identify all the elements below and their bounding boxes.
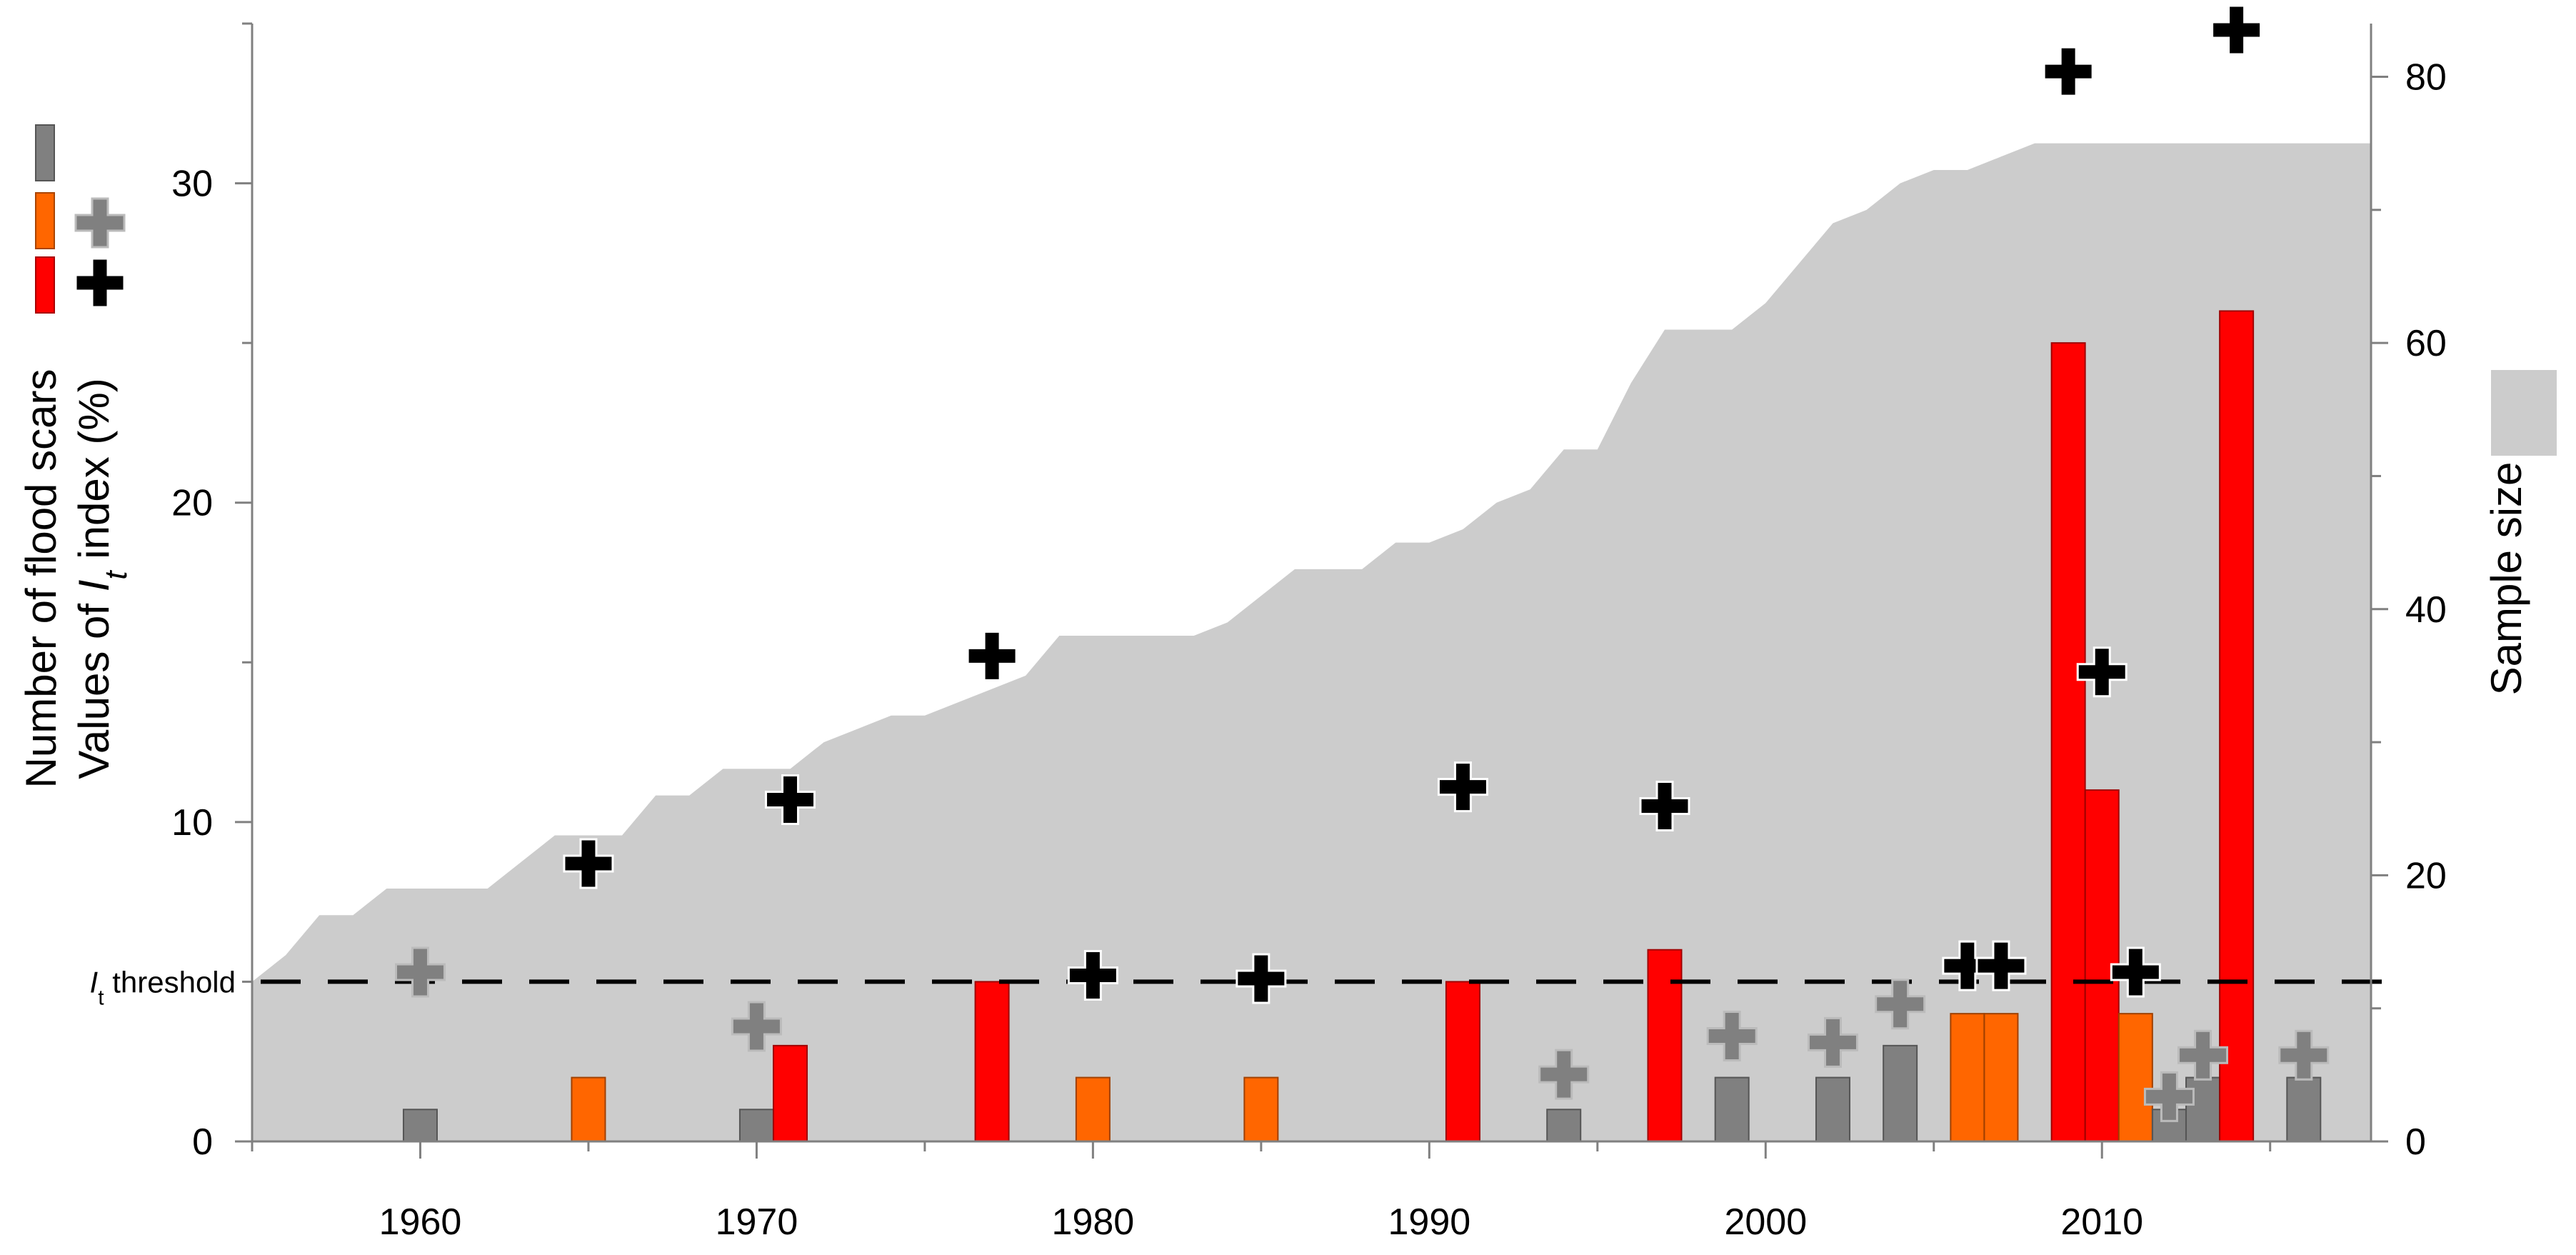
right-tick-label: 80 xyxy=(2405,57,2447,99)
index-plus-2016-gray xyxy=(2278,1029,2330,1081)
sample-size-legend-swatch xyxy=(2491,370,2557,456)
left-tick-label: 20 xyxy=(171,483,213,524)
index-plus-2004-gray xyxy=(1875,979,1926,1030)
index-plus-2010-black xyxy=(2076,646,2128,698)
bar-1977-red xyxy=(974,981,1010,1143)
left-tick-label: 30 xyxy=(171,164,213,205)
bar-1970-gray xyxy=(738,1109,774,1143)
index-plus-2011-black xyxy=(2110,946,2161,998)
y-axis-title-italic: I xyxy=(70,580,118,592)
y-axis-title-line2: Values of It index (%) xyxy=(70,378,134,779)
x-tick-label: 2000 xyxy=(1724,1201,1807,1243)
threshold-label-suffix: threshold xyxy=(104,965,236,999)
index-plus-1985-black xyxy=(1236,953,1287,1004)
legend-gray-plus-icon xyxy=(74,197,126,249)
bar-1971-red xyxy=(773,1044,808,1143)
index-plus-1970-gray xyxy=(731,1001,782,1052)
threshold-label-sub: t xyxy=(98,986,104,1009)
bar-1960-gray xyxy=(402,1109,438,1143)
x-tick-label: 1990 xyxy=(1388,1201,1470,1243)
bar-1997-red xyxy=(1647,949,1683,1142)
index-plus-1960-gray xyxy=(394,946,446,998)
bar-1980-orange xyxy=(1075,1076,1111,1142)
index-plus-1991-black xyxy=(1437,761,1488,813)
index-plus-2002-gray xyxy=(1807,1016,1858,1068)
bar-2007-orange xyxy=(1983,1013,2019,1142)
right-tick-label: 0 xyxy=(2405,1121,2426,1163)
axis-ticks: 0 10 20 30 0 20 40 60 80 1960 1970 1980 1990 2000 2010 xyxy=(171,22,2447,1243)
threshold-label: It threshold xyxy=(90,965,236,1009)
x-tick-label: 2010 xyxy=(2060,1201,2143,1243)
right-tick-label: 20 xyxy=(2405,855,2447,896)
index-plus-1997-black xyxy=(1639,781,1690,831)
bar-2004-gray xyxy=(1883,1044,1918,1143)
bar-2013-gray xyxy=(2185,1076,2221,1142)
index-plus-2013-gray xyxy=(2177,1029,2229,1081)
bar-1994-gray xyxy=(1546,1109,1582,1143)
y-axis-title-suffix: index (%) xyxy=(70,378,118,571)
legend-black-plus-mark xyxy=(74,257,126,309)
index-plus-2014-black xyxy=(2211,4,2262,56)
x-tick-label: 1960 xyxy=(379,1201,462,1243)
bar-2011-orange xyxy=(2118,1013,2153,1142)
index-plus-2007-black xyxy=(1975,940,2027,991)
right-tick-label: 60 xyxy=(2405,323,2447,364)
y-axis-title-line1: Number of flood scars xyxy=(17,369,65,789)
bar-2009-red xyxy=(2050,342,2086,1143)
index-plus-1977-black xyxy=(966,630,1018,681)
bar-1965-orange xyxy=(571,1076,606,1142)
index-plus-1994-gray xyxy=(1538,1049,1590,1100)
index-plus-2009-black xyxy=(2043,46,2094,97)
index-plus-1971-black xyxy=(765,774,816,826)
left-tick-label: 0 xyxy=(192,1121,213,1163)
bar-2002-gray xyxy=(1815,1076,1850,1142)
bar-2006-orange xyxy=(1950,1013,1985,1142)
index-plus-2012-gray xyxy=(2143,1071,2195,1122)
legend-gray-bar-swatch xyxy=(35,124,55,181)
bar-2016-gray xyxy=(2286,1076,2322,1142)
x-tick-label: 1980 xyxy=(1052,1201,1135,1243)
sample-size-area xyxy=(252,143,2371,1141)
bar-1985-orange xyxy=(1243,1076,1279,1142)
y-axis-title-prefix: Values of xyxy=(70,591,118,779)
legend-black-plus-icon xyxy=(74,257,126,309)
index-plus-1980-black xyxy=(1067,949,1118,1001)
index-plus-2006-black xyxy=(1942,940,1993,991)
bar-1991-red xyxy=(1445,981,1480,1143)
legend-gray-plus-mark xyxy=(74,197,126,249)
right-tick-label: 40 xyxy=(2405,589,2447,631)
bar-1999-gray xyxy=(1714,1076,1750,1142)
x-tick-label: 1970 xyxy=(716,1201,798,1243)
legend-red-bar-swatch xyxy=(35,256,55,314)
index-plus-1965-black xyxy=(563,838,614,889)
index-markers xyxy=(394,4,2330,1122)
legend xyxy=(35,124,126,314)
index-plus-1999-gray xyxy=(1706,1010,1758,1061)
legend-orange-bar-swatch xyxy=(35,192,55,249)
threshold-label-italic: I xyxy=(90,965,99,999)
y2-axis-title: Sample size xyxy=(2482,462,2530,696)
bar-2014-red xyxy=(2219,310,2255,1142)
y-axis-title-sub: t xyxy=(99,570,134,580)
left-tick-label: 10 xyxy=(171,802,213,844)
